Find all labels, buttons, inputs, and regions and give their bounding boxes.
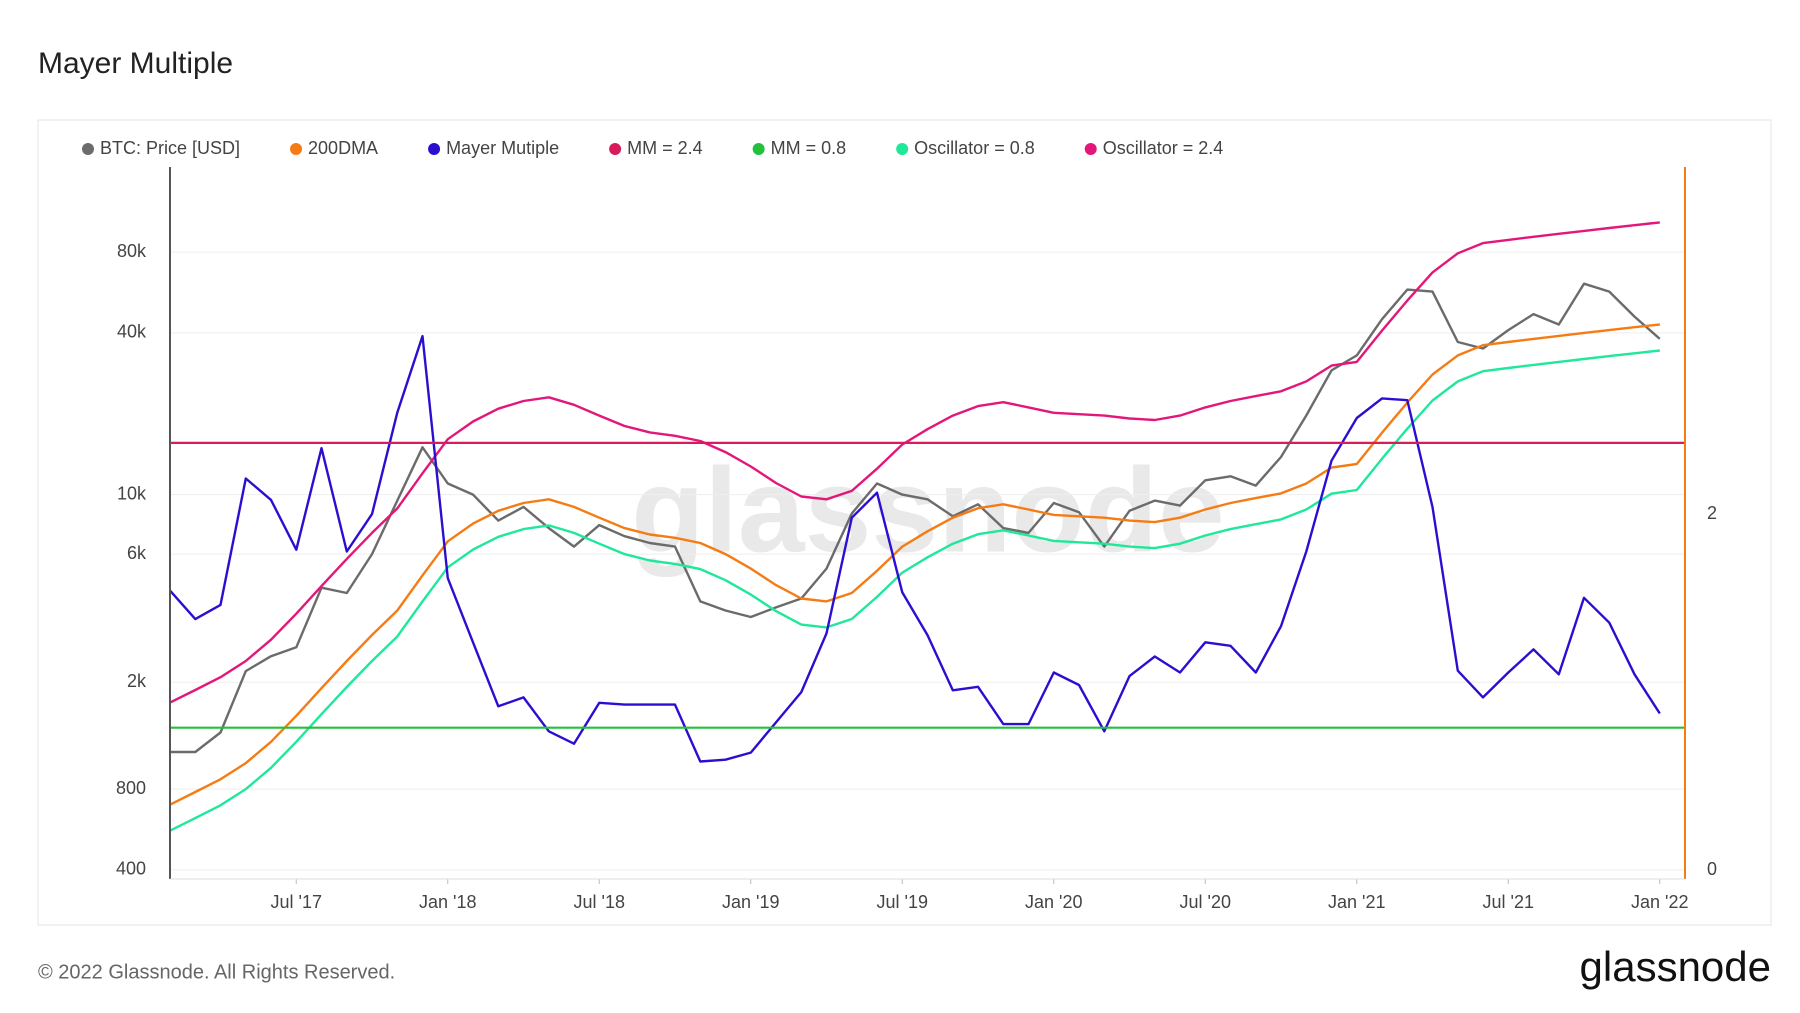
legend-label: Mayer Mutiple xyxy=(446,138,559,158)
x-tick-label: Jul '20 xyxy=(1180,892,1231,912)
series-line xyxy=(169,323,1660,806)
legend-marker xyxy=(752,143,765,155)
legend-label: BTC: Price [USD] xyxy=(100,138,240,158)
chart-frame xyxy=(37,119,1772,926)
x-tick-label: Jul '19 xyxy=(877,892,928,912)
y2-tick-label: 2 xyxy=(1707,503,1717,523)
legend-marker xyxy=(1084,143,1097,155)
x-tick-label: Jul '21 xyxy=(1483,892,1534,912)
series-line xyxy=(169,349,1660,832)
x-tick-label: Jul '18 xyxy=(574,892,625,912)
footer: © 2022 Glassnode. All Rights Reserved. xyxy=(38,961,395,983)
legend-label: 200DMA xyxy=(308,138,378,158)
watermark: glassnode xyxy=(631,444,1225,578)
y-tick-label: 6k xyxy=(127,543,147,563)
y2-tick-label: 0 xyxy=(1707,859,1717,879)
y-tick-label: 2k xyxy=(127,671,147,691)
legend-label: Oscillator = 2.4 xyxy=(1103,138,1224,158)
series-line xyxy=(169,334,1661,763)
x-tick-label: Jan '22 xyxy=(1631,892,1688,912)
chart-title: Mayer Multiple xyxy=(38,47,233,80)
y-tick-label: 40k xyxy=(117,322,147,342)
legend-marker xyxy=(428,143,441,155)
legend-marker xyxy=(896,143,909,155)
x-tick-label: Jan '18 xyxy=(419,892,476,912)
x-tick-label: Jan '21 xyxy=(1328,892,1385,912)
series-line xyxy=(170,282,1661,754)
legend-marker xyxy=(82,143,94,155)
legend-label: MM = 0.8 xyxy=(771,138,847,158)
x-tick-label: Jan '19 xyxy=(722,892,779,912)
logo: glassnode xyxy=(1580,943,1771,990)
legend-label: Oscillator = 0.8 xyxy=(914,138,1035,158)
y-tick-label: 800 xyxy=(116,778,146,798)
legend-label: MM = 2.4 xyxy=(627,138,703,158)
x-tick-label: Jul '17 xyxy=(271,892,322,912)
legend-marker xyxy=(609,143,622,155)
y-tick-label: 10k xyxy=(117,483,147,503)
y-tick-label: 400 xyxy=(116,859,146,879)
y-tick-label: 80k xyxy=(117,241,147,261)
series-line xyxy=(169,221,1660,704)
x-tick-label: Jan '20 xyxy=(1025,892,1082,912)
legend-marker xyxy=(290,143,303,155)
